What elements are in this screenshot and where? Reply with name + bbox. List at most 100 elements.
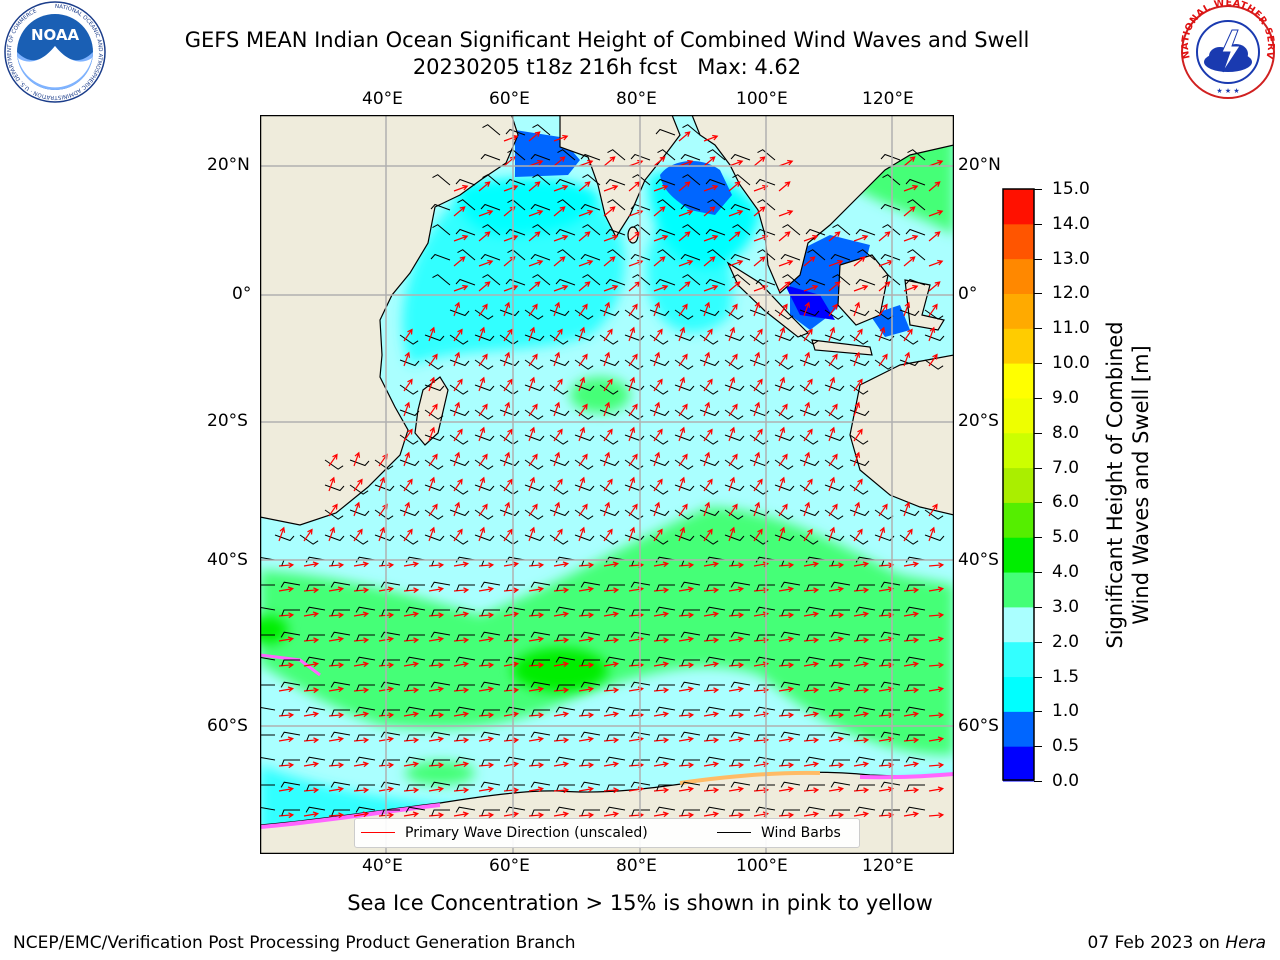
- wind-barb: [599, 484, 619, 495]
- wave-direction-arrow: [578, 662, 595, 669]
- wave-direction-arrow: [353, 478, 363, 492]
- wind-barb: [899, 334, 919, 345]
- wave-direction-arrow: [503, 637, 520, 644]
- wave-direction-arrow: [603, 787, 620, 794]
- colorbar-swatch: [1003, 293, 1034, 329]
- wind-barb: [380, 681, 401, 688]
- wind-barb: [574, 509, 594, 520]
- wave-direction-arrow: [578, 476, 586, 492]
- wind-barb: [681, 609, 700, 616]
- lon-tick-top-80e: 80°E: [616, 89, 657, 109]
- wave-direction-arrow: [653, 528, 663, 542]
- wave-direction-arrow: [728, 303, 738, 317]
- wave-direction-arrow: [453, 351, 461, 367]
- wave-direction-arrow: [753, 328, 763, 342]
- wave-direction-arrow: [728, 426, 736, 442]
- wave-direction-arrow: [603, 234, 619, 242]
- wave-direction-arrow: [853, 328, 863, 342]
- colorbar-swatch: [1003, 467, 1034, 503]
- wind-barb: [732, 224, 751, 236]
- wave-direction-arrow: [553, 528, 563, 542]
- wind-barb: [430, 253, 451, 261]
- wave-direction-arrow: [628, 403, 638, 417]
- wind-barb: [331, 659, 350, 666]
- wave-direction-arrow: [553, 611, 570, 618]
- wind-barb: [774, 359, 794, 370]
- wind-barb: [381, 609, 400, 616]
- wave-direction-arrow: [928, 736, 945, 743]
- wind-barb: [330, 631, 351, 638]
- wind-barb: [374, 509, 394, 520]
- wind-barb: [306, 684, 325, 691]
- wave-direction-arrow: [728, 503, 738, 517]
- wind-barb: [556, 684, 575, 691]
- wind-barb: [432, 174, 451, 186]
- wave-direction-arrow: [528, 786, 545, 793]
- wave-direction-arrow: [603, 711, 620, 718]
- wave-direction-arrow: [803, 711, 820, 718]
- wind-barb: [580, 581, 601, 588]
- wind-barb: [805, 806, 826, 813]
- wave-direction-arrow: [803, 611, 820, 618]
- wind-barb: [855, 806, 876, 813]
- wave-direction-arrow: [728, 231, 741, 242]
- wave-direction-arrow: [728, 376, 736, 392]
- wind-barb: [581, 759, 600, 766]
- wind-barb: [356, 584, 375, 591]
- wave-direction-arrow: [803, 451, 811, 467]
- wind-barb: [855, 278, 876, 286]
- wind-barb: [681, 809, 700, 816]
- wind-barb: [505, 128, 526, 136]
- wind-barb: [730, 681, 751, 688]
- wind-barb: [632, 274, 651, 286]
- wind-barb: [755, 656, 776, 663]
- lat-tick-left-0: 0°: [232, 284, 252, 304]
- wave-direction-arrow: [753, 234, 769, 242]
- wind-barb: [924, 509, 944, 520]
- wave-direction-arrow: [403, 661, 420, 668]
- wave-direction-arrow: [753, 351, 761, 367]
- nws-logo: NATIONAL WEATHER SERVICE ★ ★ ★: [1176, 0, 1276, 99]
- wind-barb: [630, 631, 651, 638]
- wave-direction-arrow: [853, 284, 869, 292]
- wave-direction-arrow: [603, 184, 619, 192]
- footer-date: 07 Feb 2023 on: [1087, 933, 1226, 953]
- wave-direction-arrow: [828, 662, 845, 669]
- wind-barb: [580, 203, 601, 211]
- wave-direction-arrow: [928, 353, 938, 367]
- colorbar-tick-label: 2.0: [1052, 631, 1080, 652]
- wave-direction-arrow: [578, 586, 595, 593]
- wave-direction-arrow: [578, 786, 595, 793]
- wave-direction-arrow: [828, 303, 838, 317]
- footer-machine: Hera: [1225, 933, 1266, 953]
- wave-direction-arrow: [728, 762, 745, 769]
- wave-direction-arrow: [778, 586, 795, 593]
- wave-direction-arrow: [653, 328, 663, 342]
- wave-direction-arrow: [678, 403, 688, 417]
- wave-direction-arrow: [403, 587, 420, 594]
- wind-barb: [856, 684, 875, 691]
- wave-direction-arrow: [553, 811, 570, 818]
- wave-direction-arrow: [403, 611, 420, 618]
- wind-barb: [356, 684, 375, 691]
- wave-direction-arrow: [653, 401, 661, 417]
- wave-direction-arrow: [828, 636, 845, 643]
- wave-direction-arrow: [603, 737, 620, 744]
- wave-direction-arrow: [553, 451, 561, 467]
- wave-direction-arrow: [453, 737, 470, 744]
- wave-direction-arrow: [303, 587, 320, 594]
- wind-barb: [405, 606, 426, 613]
- wind-barb: [724, 359, 744, 370]
- wave-direction-arrow: [353, 587, 370, 594]
- wave-direction-arrow: [628, 476, 636, 492]
- colorbar-tick-label: 6.0: [1052, 492, 1080, 513]
- wave-direction-arrow: [678, 812, 695, 819]
- wave-direction-arrow: [728, 786, 745, 793]
- wind-barb: [880, 631, 901, 638]
- wind-barb: [630, 581, 651, 588]
- wind-barb: [755, 178, 776, 186]
- wind-barb: [349, 484, 369, 495]
- wind-barb: [481, 809, 500, 816]
- wind-barb: [506, 734, 525, 741]
- wind-barb: [881, 709, 900, 716]
